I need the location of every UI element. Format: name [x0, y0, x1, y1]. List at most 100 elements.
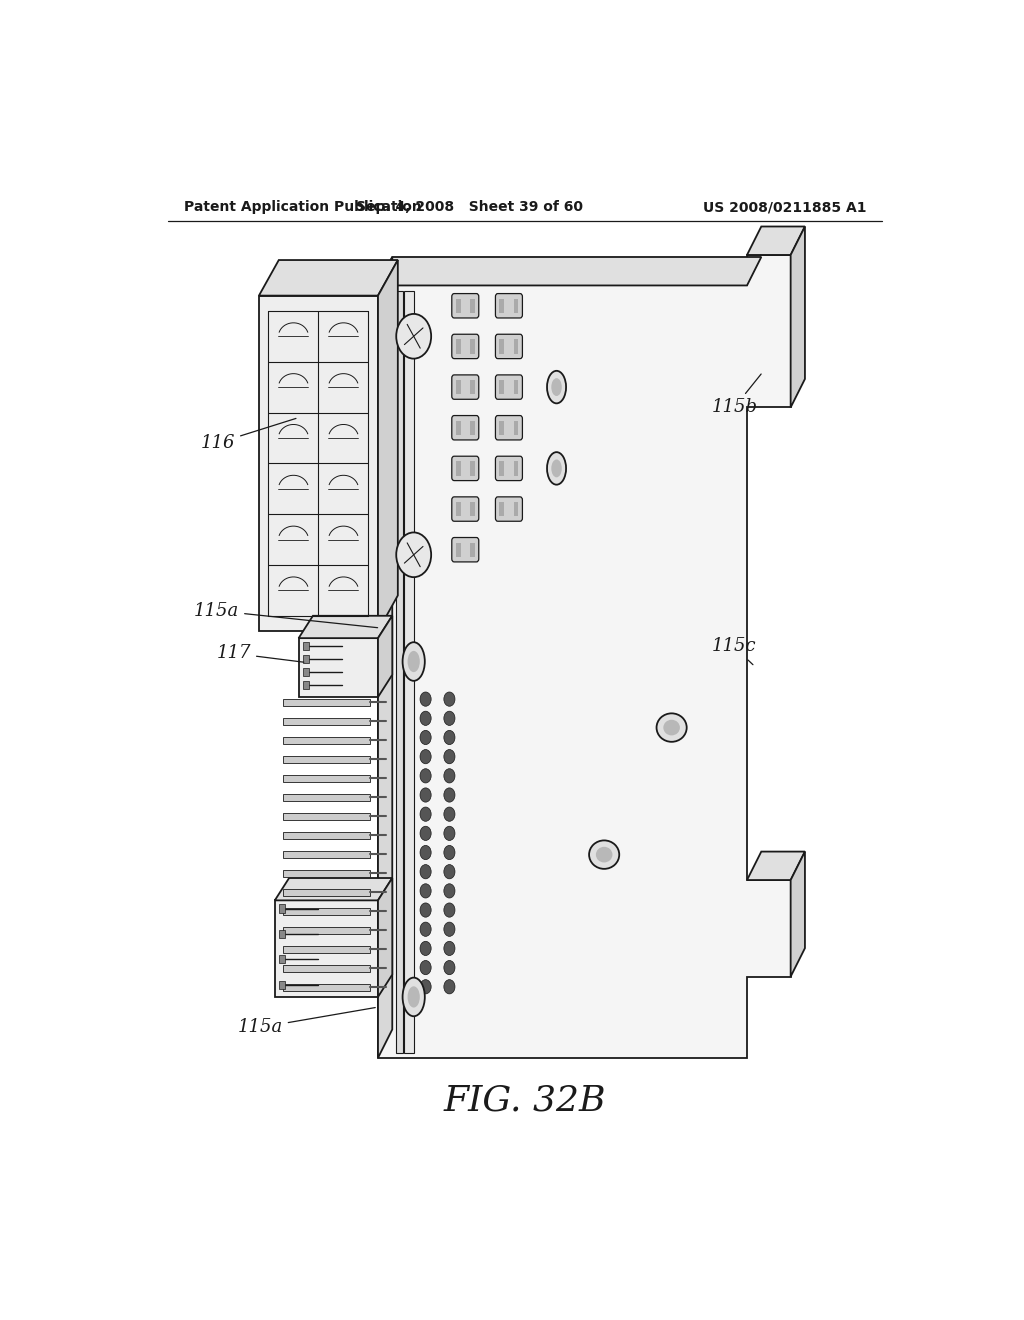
Circle shape	[396, 314, 431, 359]
Bar	[470, 421, 475, 434]
Bar	[500, 339, 504, 354]
Text: 116: 116	[201, 418, 296, 451]
Text: US 2008/0211885 A1: US 2008/0211885 A1	[702, 201, 866, 214]
Bar	[456, 421, 461, 434]
Polygon shape	[299, 638, 378, 697]
Bar	[283, 718, 370, 725]
Circle shape	[443, 692, 455, 706]
Ellipse shape	[589, 841, 620, 869]
Bar	[283, 945, 370, 953]
Circle shape	[443, 845, 455, 859]
Bar	[500, 298, 504, 313]
Bar	[283, 870, 370, 876]
Bar	[279, 904, 285, 912]
Bar	[456, 298, 461, 313]
Circle shape	[420, 711, 431, 726]
Bar	[456, 461, 461, 475]
FancyBboxPatch shape	[452, 293, 479, 318]
Bar	[283, 756, 370, 763]
FancyBboxPatch shape	[452, 496, 479, 521]
Ellipse shape	[656, 713, 687, 742]
Bar	[500, 461, 504, 475]
Bar	[470, 298, 475, 313]
Bar	[283, 908, 370, 915]
Text: 115a: 115a	[194, 602, 378, 628]
Bar	[514, 461, 518, 475]
Polygon shape	[404, 290, 414, 1053]
Circle shape	[420, 750, 431, 764]
Bar	[283, 737, 370, 744]
FancyBboxPatch shape	[452, 334, 479, 359]
Circle shape	[420, 865, 431, 879]
Bar	[303, 643, 309, 651]
Ellipse shape	[547, 371, 566, 404]
Circle shape	[443, 865, 455, 879]
Bar	[303, 655, 309, 663]
Bar	[283, 700, 370, 706]
FancyBboxPatch shape	[496, 496, 522, 521]
Bar	[470, 502, 475, 516]
Circle shape	[443, 730, 455, 744]
Bar	[279, 956, 285, 964]
Polygon shape	[378, 878, 392, 997]
Ellipse shape	[402, 978, 425, 1016]
Bar	[283, 795, 370, 801]
FancyBboxPatch shape	[452, 457, 479, 480]
Circle shape	[443, 788, 455, 803]
Ellipse shape	[551, 459, 562, 478]
Bar	[283, 965, 370, 972]
Ellipse shape	[551, 378, 562, 396]
Polygon shape	[259, 296, 378, 631]
Circle shape	[420, 807, 431, 821]
Circle shape	[420, 884, 431, 898]
Circle shape	[443, 826, 455, 841]
Text: FIG. 32B: FIG. 32B	[443, 1084, 606, 1118]
Bar	[303, 681, 309, 689]
Circle shape	[420, 692, 431, 706]
Bar	[283, 851, 370, 858]
Polygon shape	[274, 900, 378, 997]
Polygon shape	[791, 851, 805, 977]
Circle shape	[443, 750, 455, 764]
Polygon shape	[378, 257, 392, 1057]
Circle shape	[420, 845, 431, 859]
Bar	[279, 929, 285, 939]
Circle shape	[420, 941, 431, 956]
Bar	[283, 983, 370, 991]
Bar	[514, 339, 518, 354]
Ellipse shape	[596, 847, 612, 862]
FancyBboxPatch shape	[452, 375, 479, 399]
Circle shape	[420, 730, 431, 744]
Bar	[303, 668, 309, 676]
Polygon shape	[748, 227, 805, 255]
Circle shape	[443, 711, 455, 726]
Polygon shape	[378, 260, 397, 631]
Circle shape	[443, 941, 455, 956]
Circle shape	[443, 807, 455, 821]
Circle shape	[443, 979, 455, 994]
Bar	[283, 775, 370, 783]
FancyBboxPatch shape	[496, 375, 522, 399]
Bar	[283, 927, 370, 935]
Polygon shape	[259, 260, 397, 296]
Bar	[470, 339, 475, 354]
Bar	[514, 380, 518, 395]
FancyBboxPatch shape	[496, 293, 522, 318]
Bar	[279, 981, 285, 989]
Circle shape	[443, 768, 455, 783]
Bar	[500, 502, 504, 516]
Polygon shape	[378, 255, 791, 1057]
Ellipse shape	[408, 651, 420, 672]
Bar	[456, 502, 461, 516]
Polygon shape	[396, 290, 402, 1053]
Text: 115a: 115a	[238, 1007, 375, 1036]
Polygon shape	[748, 851, 805, 880]
Ellipse shape	[664, 719, 680, 735]
Bar	[500, 421, 504, 434]
Polygon shape	[791, 227, 805, 408]
FancyBboxPatch shape	[452, 537, 479, 562]
Bar	[283, 813, 370, 820]
Circle shape	[420, 826, 431, 841]
Text: 115b: 115b	[712, 374, 761, 416]
Ellipse shape	[402, 643, 425, 681]
